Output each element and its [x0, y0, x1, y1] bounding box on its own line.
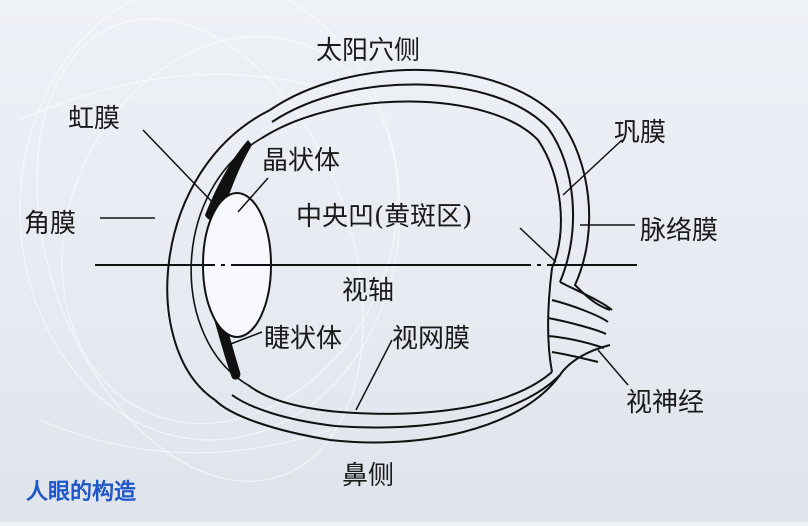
label-temporal-side: 太阳穴侧: [316, 36, 421, 66]
retina-outline: [247, 100, 562, 415]
label-optic-nerve: 视神经: [626, 388, 705, 418]
label-ciliary-body: 睫状体: [264, 324, 343, 354]
diagram-caption: 人眼的构造: [26, 480, 137, 505]
label-nasal-side: 鼻侧: [342, 461, 395, 491]
label-sclera: 巩膜: [614, 118, 667, 148]
cornea-outline: [166, 109, 271, 401]
label-visual-axis: 视轴: [342, 276, 395, 306]
choroid-outline: [231, 83, 575, 429]
leader-lines: [100, 129, 635, 411]
iris-shape: [205, 140, 252, 221]
label-cornea: 角膜: [24, 209, 77, 239]
label-fovea: 中央凹(黄斑区): [296, 202, 473, 232]
sclera-outline: [214, 68, 611, 444]
label-retina: 视网膜: [392, 324, 471, 354]
label-choroid: 脉络膜: [640, 216, 719, 246]
label-iris: 虹膜: [68, 104, 121, 134]
optic-nerve-fibers: [547, 267, 613, 373]
label-lens: 晶状体: [262, 146, 341, 176]
